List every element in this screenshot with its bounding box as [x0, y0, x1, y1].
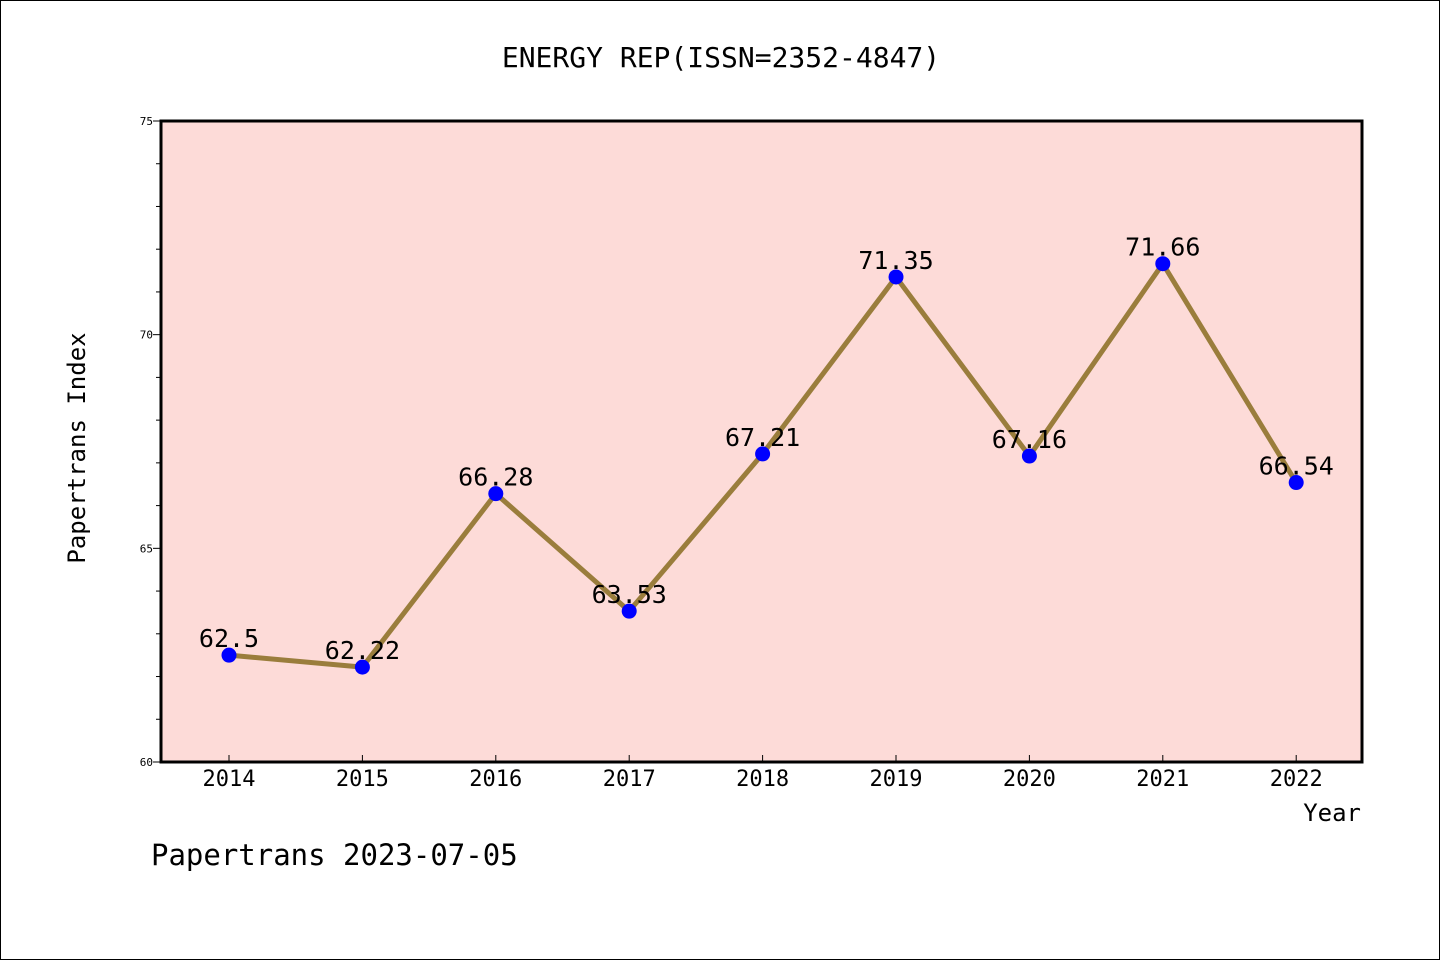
data-point — [755, 446, 771, 462]
data-point — [221, 647, 237, 663]
data-point — [1288, 475, 1304, 491]
plot-area — [159, 119, 1364, 764]
data-label: 67.21 — [725, 423, 800, 452]
y-tick-label: 75 — [140, 115, 153, 128]
x-tick-label: 2018 — [736, 767, 789, 792]
data-label: 63.53 — [592, 580, 667, 609]
y-axis-label: Papertrans Index — [63, 332, 91, 563]
y-tick-label: 65 — [140, 542, 153, 555]
data-label: 71.66 — [1125, 233, 1200, 262]
x-axis-label: Year — [1303, 799, 1361, 827]
footer-text: Papertrans 2023-07-05 — [151, 838, 518, 872]
x-tick-label: 2017 — [603, 767, 656, 792]
x-tick-label: 2015 — [336, 767, 389, 792]
chart-title: ENERGY REP(ISSN=2352-4847) — [502, 41, 940, 74]
data-point — [1021, 448, 1037, 464]
x-axis: 2014 2015 2016 2017 2018 2019 2020 2021 2022 — [203, 755, 1323, 792]
y-tick-label: 70 — [140, 329, 153, 342]
x-tick-label: 2020 — [1003, 767, 1056, 792]
data-label: 71.35 — [858, 246, 933, 275]
data-label: 62.5 — [199, 624, 259, 653]
data-label: 67.16 — [992, 425, 1067, 454]
data-point — [888, 269, 904, 285]
data-point — [488, 486, 504, 502]
data-point — [621, 603, 637, 619]
data-label: 62.22 — [325, 636, 400, 665]
data-labels: 62.5 62.22 66.28 63.53 67.21 71.35 67.16 71.66 6… — [199, 233, 1334, 665]
data-label: 66.28 — [458, 463, 533, 492]
data-point — [354, 659, 370, 675]
x-tick-label: 2021 — [1136, 767, 1189, 792]
data-point — [1155, 256, 1171, 272]
y-tick-label: 60 — [140, 756, 153, 769]
x-tick-label: 2019 — [870, 767, 923, 792]
x-tick-label: 2014 — [203, 767, 256, 792]
data-label: 66.54 — [1259, 452, 1334, 481]
x-tick-label: 2022 — [1270, 767, 1323, 792]
y-axis: 60 65 70 75 — [140, 115, 161, 769]
x-tick-label: 2016 — [469, 767, 522, 792]
series-layer — [221, 256, 1304, 675]
